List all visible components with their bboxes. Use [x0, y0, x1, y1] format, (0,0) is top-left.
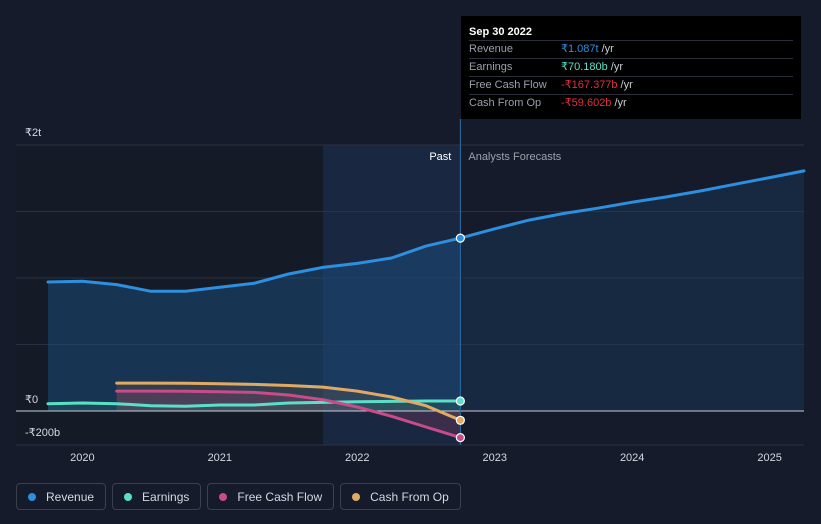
earnings-line [46, 399, 462, 408]
revenue-area [48, 238, 461, 411]
earnings-marker[interactable] [455, 396, 465, 406]
x-tick-label: 2020 [70, 452, 94, 464]
x-tick-label: 2021 [208, 452, 232, 464]
legend-item-cash-from-op[interactable]: Cash From Op [340, 483, 461, 510]
tooltip-row: Free Cash Flow -₹167.377b/yr [469, 76, 793, 94]
legend-item-revenue[interactable]: Revenue [16, 483, 107, 510]
tooltip-label: Free Cash Flow [469, 79, 547, 91]
tooltip-date: Sep 30 2022 [469, 26, 532, 38]
legend-item-earnings[interactable]: Earnings [112, 483, 202, 510]
legend-label: Free Cash Flow [237, 489, 323, 504]
tooltip-value: -₹167.377b [561, 79, 618, 91]
legend-label: Cash From Op [370, 489, 449, 504]
tooltip-label: Cash From Op [469, 97, 542, 109]
tooltip-label: Revenue [469, 43, 514, 55]
tooltip-row: Revenue ₹1.087t/yr [469, 40, 793, 58]
forecast-label: Analysts Forecasts [468, 151, 561, 163]
tooltip-label: Earnings [469, 61, 513, 73]
legend: Revenue Earnings Free Cash Flow Cash From O… [16, 483, 467, 510]
tooltip-unit: /yr [614, 97, 627, 109]
revenue-line [46, 236, 462, 293]
x-axis: 2020 2021 2022 2023 2024 2025 [70, 452, 782, 464]
y-tick-label: ₹0 [25, 394, 38, 406]
y-axis: ₹2t ₹0 -₹200b [25, 127, 60, 439]
legend-dot-icon [28, 492, 36, 501]
y-tick-label: -₹200b [25, 427, 60, 439]
legend-dot-icon [219, 492, 228, 501]
tooltip-value: -₹59.602b [561, 97, 612, 109]
series-lines [46, 169, 806, 440]
free-cash-flow-marker[interactable] [455, 433, 465, 443]
revenue-forecast-line [458, 169, 806, 240]
cash-from-op-marker[interactable] [455, 415, 465, 425]
x-tick-label: 2023 [482, 452, 506, 464]
revenue-marker[interactable] [455, 233, 465, 243]
tooltip-value: ₹70.180b [561, 61, 608, 73]
x-tick-label: 2022 [345, 452, 369, 464]
legend-label: Revenue [46, 489, 95, 504]
series-areas [48, 170, 804, 438]
legend-label: Earnings [142, 489, 190, 504]
tooltip: Sep 30 2022 Revenue ₹1.087t/yr Earnings ₹70… [461, 16, 801, 119]
tooltip-unit: /yr [610, 61, 623, 73]
tooltip-row: Cash From Op -₹59.602b/yr [469, 94, 793, 112]
cash-from-op-line [115, 381, 462, 422]
x-tick-label: 2024 [620, 452, 644, 464]
legend-item-free-cash-flow[interactable]: Free Cash Flow [207, 483, 335, 510]
tooltip-row: Earnings ₹70.180b/yr [469, 58, 793, 76]
y-tick-label: ₹2t [25, 127, 41, 139]
x-tick-label: 2025 [757, 452, 781, 464]
free-cash-flow-line [115, 389, 462, 440]
tooltip-unit: /yr [601, 43, 614, 55]
free-cash-flow-area [116, 391, 461, 438]
series-markers[interactable] [455, 233, 465, 443]
legend-dot-icon [352, 492, 361, 501]
legend-dot-icon [124, 492, 133, 501]
revenue-forecast-area [460, 170, 804, 411]
tooltip-value: ₹1.087t [561, 43, 599, 55]
past-label: Past [429, 151, 451, 163]
tooltip-unit: /yr [620, 79, 633, 91]
